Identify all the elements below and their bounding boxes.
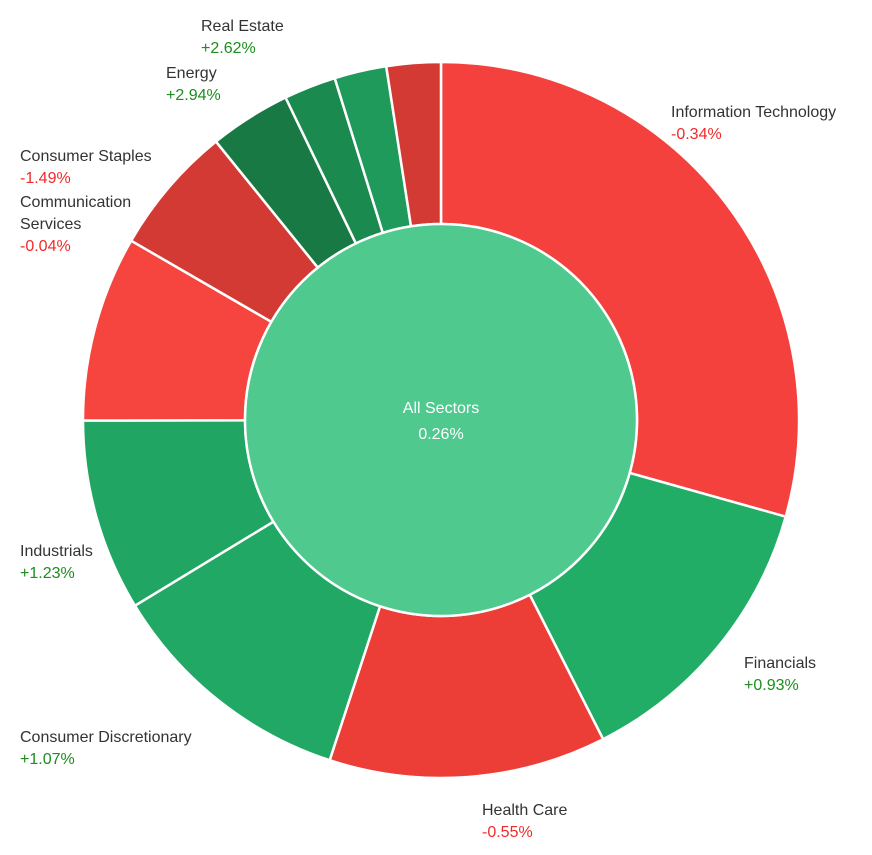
label-energy: Energy +2.94% (166, 65, 221, 104)
label-change: +2.62% (201, 40, 256, 57)
label-name: Consumer Staples (20, 148, 152, 165)
label-financials: Financials +0.93% (744, 655, 816, 694)
label-change: +0.93% (744, 677, 799, 694)
label-name: Health Care (482, 802, 567, 819)
label-name: Financials (744, 655, 816, 672)
label-name: Consumer Discretionary (20, 729, 192, 746)
label-name: Industrials (20, 543, 93, 560)
label-consumer-staples: Consumer Staples -1.49% (20, 148, 152, 187)
center-circle[interactable] (243, 222, 639, 618)
label-name: Communication Services (20, 194, 131, 233)
label-change: -0.34% (671, 126, 722, 143)
label-change: +1.23% (20, 565, 75, 582)
label-name: Information Technology (671, 104, 836, 121)
label-health-care: Health Care -0.55% (482, 802, 567, 841)
label-name: Energy (166, 65, 217, 82)
label-real-estate: Real Estate +2.62% (201, 18, 284, 57)
label-consumer-discretionary: Consumer Discretionary +1.07% (20, 729, 192, 768)
sector-labels: Information Technology -0.34% Financials +0… (20, 18, 836, 841)
sector-slices (81, 60, 801, 780)
label-change: -0.55% (482, 824, 533, 841)
label-change: -1.49% (20, 170, 71, 187)
label-name: Real Estate (201, 18, 284, 35)
center-summary[interactable]: All Sectors 0.26% (243, 222, 639, 618)
label-change: -0.04% (20, 238, 71, 255)
center-value: 0.26% (418, 426, 463, 443)
label-change: +2.94% (166, 87, 221, 104)
center-label: All Sectors (403, 400, 479, 417)
label-information-technology: Information Technology -0.34% (671, 104, 836, 143)
label-change: +1.07% (20, 751, 75, 768)
label-communication-services: Communication Services -0.04% (20, 194, 131, 255)
label-industrials: Industrials +1.23% (20, 543, 93, 582)
